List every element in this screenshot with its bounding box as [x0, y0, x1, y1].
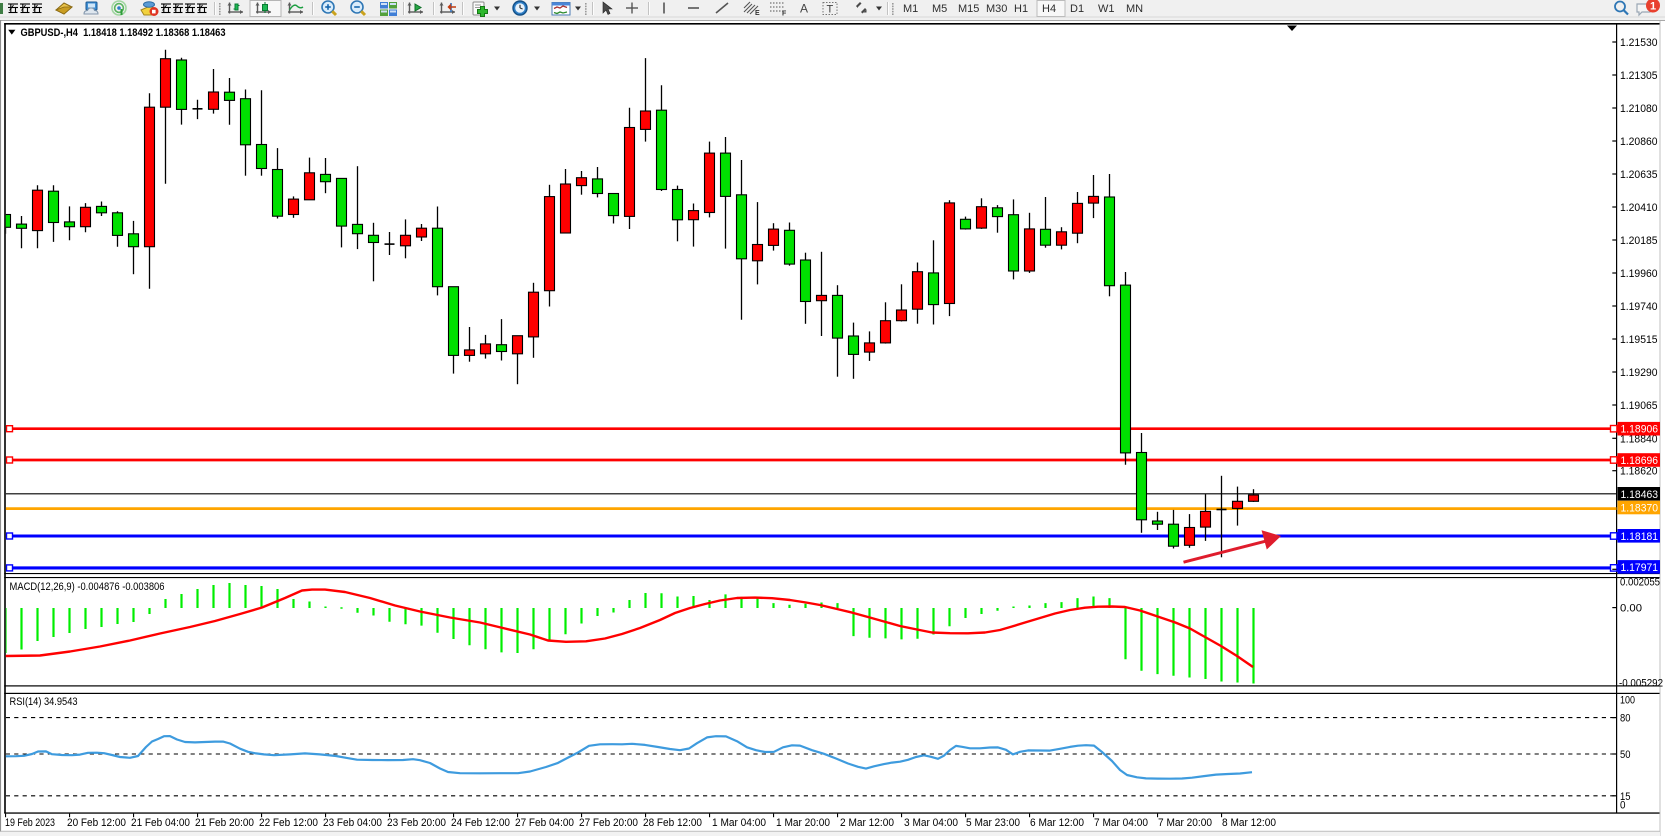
svg-text:1.18181: 1.18181 — [1621, 531, 1659, 543]
svg-text:23 Feb 04:00: 23 Feb 04:00 — [323, 817, 382, 829]
svg-text:15: 15 — [1620, 791, 1631, 803]
svg-text:100: 100 — [1620, 695, 1635, 707]
svg-text:F: F — [782, 11, 787, 18]
svg-text:21 Feb 20:00: 21 Feb 20:00 — [195, 817, 254, 829]
svg-text:H1: H1 — [1014, 3, 1028, 15]
svg-text:1.18906: 1.18906 — [1621, 424, 1659, 436]
svg-text:1.20635: 1.20635 — [1620, 169, 1658, 181]
svg-text:A: A — [800, 2, 808, 16]
svg-text:8 Mar 12:00: 8 Mar 12:00 — [1222, 817, 1276, 829]
svg-text:3 Mar 04:00: 3 Mar 04:00 — [904, 817, 958, 829]
svg-text:1.19515: 1.19515 — [1620, 334, 1658, 346]
svg-text:MN: MN — [1126, 3, 1143, 15]
svg-text:T: T — [827, 4, 834, 16]
svg-text:H4: H4 — [1042, 3, 1056, 15]
svg-text:1.19290: 1.19290 — [1620, 367, 1658, 379]
svg-text:1 Mar 20:00: 1 Mar 20:00 — [776, 817, 830, 829]
svg-text:1.21080: 1.21080 — [1620, 103, 1658, 115]
svg-text:27 Feb 04:00: 27 Feb 04:00 — [515, 817, 574, 829]
svg-text:0.00: 0.00 — [1620, 603, 1642, 615]
svg-text:1.18696: 1.18696 — [1621, 455, 1659, 467]
svg-text:21 Feb 04:00: 21 Feb 04:00 — [131, 817, 190, 829]
svg-text:1.19740: 1.19740 — [1620, 301, 1658, 313]
svg-text:1.19960: 1.19960 — [1620, 268, 1658, 280]
svg-text:80: 80 — [1620, 713, 1631, 725]
svg-text:1.19065: 1.19065 — [1620, 400, 1658, 412]
svg-text:27 Feb 20:00: 27 Feb 20:00 — [579, 817, 638, 829]
svg-text:23 Feb 20:00: 23 Feb 20:00 — [387, 817, 446, 829]
svg-text:7 Mar 20:00: 7 Mar 20:00 — [1158, 817, 1212, 829]
svg-text:7 Mar 04:00: 7 Mar 04:00 — [1094, 817, 1148, 829]
svg-text:1: 1 — [1650, 1, 1656, 13]
svg-text:1.18620: 1.18620 — [1620, 466, 1658, 478]
svg-text:1.17971: 1.17971 — [1621, 562, 1659, 574]
svg-text:-0.005292: -0.005292 — [1619, 678, 1663, 690]
svg-text:GBPUSD-,H4 1.18418 1.18492 1.: GBPUSD-,H4 1.18418 1.18492 1.18368 1.184… — [21, 27, 226, 39]
svg-text:1.20410: 1.20410 — [1620, 202, 1658, 214]
svg-text:24 Feb 12:00: 24 Feb 12:00 — [451, 817, 510, 829]
svg-text:1.18370: 1.18370 — [1621, 503, 1659, 515]
svg-text:M15: M15 — [958, 3, 979, 15]
svg-text:50: 50 — [1620, 749, 1631, 761]
svg-text:1.20860: 1.20860 — [1620, 136, 1658, 148]
svg-text:1.21530: 1.21530 — [1620, 37, 1658, 49]
svg-text:28 Feb 12:00: 28 Feb 12:00 — [643, 817, 702, 829]
svg-text:19 Feb 2023: 19 Feb 2023 — [5, 817, 55, 829]
svg-text:M1: M1 — [903, 3, 918, 15]
svg-text:E: E — [755, 10, 760, 17]
svg-text:MACD(12,26,9) -0.004876 -0.003: MACD(12,26,9) -0.004876 -0.003806 — [10, 581, 165, 593]
svg-text:D1: D1 — [1070, 3, 1084, 15]
svg-text:2 Mar 12:00: 2 Mar 12:00 — [840, 817, 894, 829]
svg-text:RSI(14) 34.9543: RSI(14) 34.9543 — [10, 696, 78, 708]
svg-text:M30: M30 — [986, 3, 1007, 15]
svg-text:22 Feb 12:00: 22 Feb 12:00 — [259, 817, 318, 829]
svg-text:6 Mar 12:00: 6 Mar 12:00 — [1030, 817, 1084, 829]
svg-text:0.002055: 0.002055 — [1620, 577, 1660, 589]
svg-text:1.18840: 1.18840 — [1620, 433, 1658, 445]
svg-text:1.20185: 1.20185 — [1620, 235, 1658, 247]
svg-text:M5: M5 — [932, 3, 947, 15]
svg-text:5 Mar 23:00: 5 Mar 23:00 — [966, 817, 1020, 829]
svg-text:W1: W1 — [1098, 3, 1115, 15]
svg-text:1.18463: 1.18463 — [1621, 489, 1659, 501]
svg-text:0: 0 — [1620, 800, 1626, 812]
svg-text:20 Feb 12:00: 20 Feb 12:00 — [67, 817, 126, 829]
svg-text:1 Mar 04:00: 1 Mar 04:00 — [712, 817, 766, 829]
svg-text:1.21305: 1.21305 — [1620, 70, 1658, 82]
